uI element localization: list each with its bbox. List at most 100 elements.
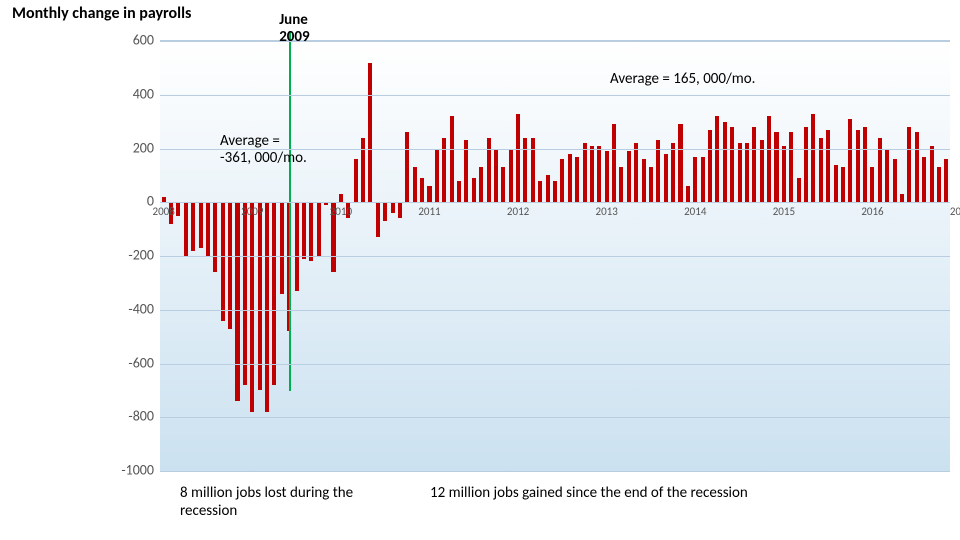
bar	[295, 202, 299, 291]
bar	[405, 132, 409, 202]
gridline	[160, 364, 950, 365]
bar	[494, 149, 498, 203]
x-tick-label: 2012	[507, 205, 529, 218]
bar	[590, 146, 594, 202]
bar	[856, 130, 860, 203]
june-2009-marker-line	[289, 31, 291, 391]
bar	[671, 143, 675, 202]
marker-label-line1: June	[279, 11, 308, 29]
bar	[738, 143, 742, 202]
bar	[280, 202, 284, 293]
june-2009-marker-label: June 2009	[279, 12, 309, 45]
y-tick-label: -600	[106, 354, 154, 371]
bar	[819, 138, 823, 203]
bar	[258, 202, 262, 390]
bar	[841, 167, 845, 202]
bar	[575, 157, 579, 203]
bar	[302, 202, 306, 258]
bar	[915, 132, 919, 202]
bar	[863, 127, 867, 202]
gridline	[160, 417, 950, 418]
bar	[487, 138, 491, 203]
caption-right: 12 million jobs gained since the end of …	[430, 484, 790, 502]
bar	[767, 116, 771, 202]
bar	[435, 149, 439, 203]
bar	[531, 138, 535, 203]
y-tick-label: -800	[106, 408, 154, 425]
marker-label-line2: 2009	[279, 28, 309, 46]
bar	[501, 167, 505, 202]
x-tick-label: 2010	[330, 205, 352, 218]
bar	[317, 202, 321, 256]
bar	[560, 159, 564, 202]
bar	[427, 186, 431, 202]
gridline	[160, 202, 950, 203]
bar	[885, 149, 889, 203]
bar	[878, 138, 882, 203]
y-tick-label: -1000	[106, 462, 154, 479]
bar	[664, 154, 668, 202]
bar	[804, 127, 808, 202]
bar	[760, 140, 764, 202]
x-tick-label: 2011	[418, 205, 440, 218]
bar	[398, 202, 402, 218]
caption-right-text: 12 million jobs gained since the end of …	[430, 484, 748, 502]
bar	[649, 167, 653, 202]
bar	[656, 140, 660, 202]
bar	[900, 194, 904, 202]
bar	[944, 159, 948, 202]
bar	[811, 114, 815, 203]
y-tick-label: 400	[106, 85, 154, 102]
x-tick-label: 2014	[684, 205, 706, 218]
gridline	[160, 95, 950, 96]
bar	[907, 127, 911, 202]
bar	[538, 181, 542, 203]
bar	[199, 202, 203, 248]
right-avg-text: Average = 165, 000/mo.	[610, 70, 755, 88]
bar	[752, 127, 756, 202]
bar	[553, 181, 557, 203]
bar	[339, 194, 343, 202]
bar	[708, 130, 712, 203]
bar	[457, 181, 461, 203]
bar	[272, 202, 276, 385]
caption-left: 8 million jobs lost during the recession	[180, 484, 380, 520]
bar	[243, 202, 247, 385]
bar	[413, 167, 417, 202]
bar	[420, 178, 424, 202]
gridline	[160, 310, 950, 311]
page-root: Monthly change in payrolls June 2009 Ave…	[0, 0, 960, 540]
x-tick-label: 2008	[153, 205, 175, 218]
bar	[848, 119, 852, 202]
bar	[309, 202, 313, 261]
bar	[922, 157, 926, 203]
bar	[472, 178, 476, 202]
bar	[686, 186, 690, 202]
bar	[191, 202, 195, 250]
bar	[826, 130, 830, 203]
bar	[730, 127, 734, 202]
bar	[597, 146, 601, 202]
bar	[479, 167, 483, 202]
bar	[627, 151, 631, 202]
bar	[937, 167, 941, 202]
bar	[523, 138, 527, 203]
bar	[678, 124, 682, 202]
bar	[235, 202, 239, 401]
bar	[834, 165, 838, 203]
bar	[723, 122, 727, 203]
right-average-annotation: Average = 165, 000/mo.	[610, 70, 755, 88]
y-tick-label: 600	[106, 32, 154, 49]
bar	[509, 149, 513, 203]
left-avg-line1: Average =	[220, 132, 280, 150]
chart-title: Monthly change in payrolls	[12, 4, 191, 23]
x-tick-label: 2016	[861, 205, 883, 218]
gridline	[160, 256, 950, 257]
bar	[450, 116, 454, 202]
bar	[213, 202, 217, 272]
bar	[612, 124, 616, 202]
bar	[745, 143, 749, 202]
bar	[354, 159, 358, 202]
bar	[701, 157, 705, 203]
bar	[789, 132, 793, 202]
